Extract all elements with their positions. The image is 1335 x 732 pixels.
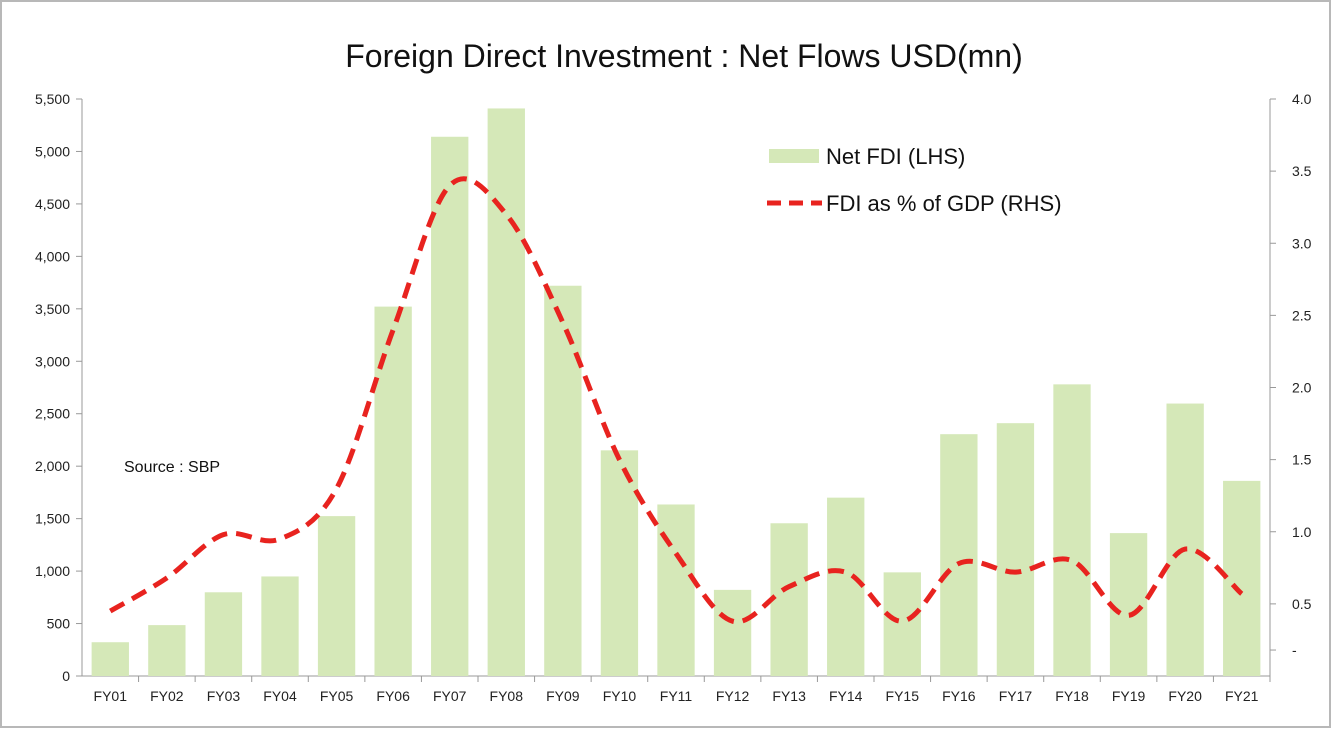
bar-fy04	[261, 576, 299, 676]
left-tick-label: 5,500	[35, 91, 70, 107]
left-tick-label: 0	[62, 668, 70, 684]
x-tick-label: FY13	[772, 688, 806, 704]
right-tick-label: 1.0	[1292, 524, 1312, 540]
legend-label-line: FDI as % of GDP (RHS)	[826, 191, 1062, 216]
x-tick-label: FY15	[886, 688, 920, 704]
bar-fy14	[827, 497, 865, 676]
bar-fy08	[487, 108, 525, 676]
bar-fy21	[1223, 480, 1261, 676]
legend: Net FDI (LHS) FDI as % of GDP (RHS)	[767, 144, 1062, 216]
x-tick-label: FY20	[1168, 688, 1202, 704]
x-tick-label: FY08	[490, 688, 524, 704]
left-tick-label: 500	[47, 616, 71, 632]
bar-fy11	[657, 504, 695, 676]
x-tick-label: FY02	[150, 688, 184, 704]
x-tick-label: FY14	[829, 688, 863, 704]
left-tick-label: 2,000	[35, 458, 70, 474]
left-tick-label: 4,500	[35, 196, 70, 212]
left-tick-label: 2,500	[35, 406, 70, 422]
legend-label-bar: Net FDI (LHS)	[826, 144, 965, 169]
x-tick-label: FY17	[999, 688, 1033, 704]
left-tick-label: 3,000	[35, 353, 70, 369]
x-tick-label: FY18	[1055, 688, 1089, 704]
left-tick-label: 3,500	[35, 301, 70, 317]
x-tick-label: FY05	[320, 688, 354, 704]
bar-fy02	[148, 625, 186, 676]
source-note: Source : SBP	[124, 459, 220, 476]
bar-fy07	[431, 136, 469, 676]
bar-fy15	[883, 572, 921, 676]
left-tick-label: 1,500	[35, 511, 70, 527]
right-tick-label: 0.5	[1292, 596, 1312, 612]
bar-fy12	[713, 589, 752, 676]
bar-fy13	[770, 523, 808, 676]
x-tick-label: FY11	[660, 688, 693, 704]
x-tick-label: FY19	[1112, 688, 1146, 704]
x-tick-label: FY16	[942, 688, 976, 704]
bar-fy19	[1109, 533, 1148, 676]
bar-fy01	[91, 642, 129, 676]
x-tick-label: FY06	[376, 688, 410, 704]
right-tick-label: 2.0	[1292, 380, 1312, 396]
bar-fy17	[996, 423, 1035, 676]
x-tick-label: FY04	[263, 688, 297, 704]
x-tick-label: FY21	[1225, 688, 1259, 704]
bar-fy18	[1053, 384, 1091, 676]
left-tick-label: 1,000	[35, 563, 70, 579]
left-tick-label: 5,000	[35, 143, 70, 159]
x-tick-label: FY09	[546, 688, 580, 704]
legend-swatch-bar	[769, 149, 819, 163]
x-tick-label: FY12	[716, 688, 750, 704]
x-tick-label: FY03	[207, 688, 241, 704]
x-tick-label: FY10	[603, 688, 637, 704]
right-tick-label: -	[1292, 642, 1297, 658]
bar-fy16	[940, 434, 978, 676]
bar-fy03	[204, 592, 243, 676]
bar-fy09	[544, 285, 582, 676]
plot-area: 0 500 1,000 1,500 2,000 2,500 3,000 3,500 4,000 4…	[35, 91, 1312, 704]
x-tick-label: FY07	[433, 688, 467, 704]
x-tick-label: FY01	[94, 688, 128, 704]
bar-fy10	[600, 450, 639, 676]
right-tick-label: 2.5	[1292, 307, 1312, 323]
bar-fy20	[1166, 403, 1204, 676]
chart-title: Foreign Direct Investment : Net Flows US…	[345, 38, 1023, 74]
left-tick-label: 4,000	[35, 248, 70, 264]
right-tick-label: 1.5	[1292, 452, 1312, 468]
right-tick-label: 3.5	[1292, 163, 1312, 179]
right-tick-label: 4.0	[1292, 91, 1312, 107]
bar-fy05	[317, 516, 356, 676]
right-tick-label: 3.0	[1292, 235, 1312, 251]
